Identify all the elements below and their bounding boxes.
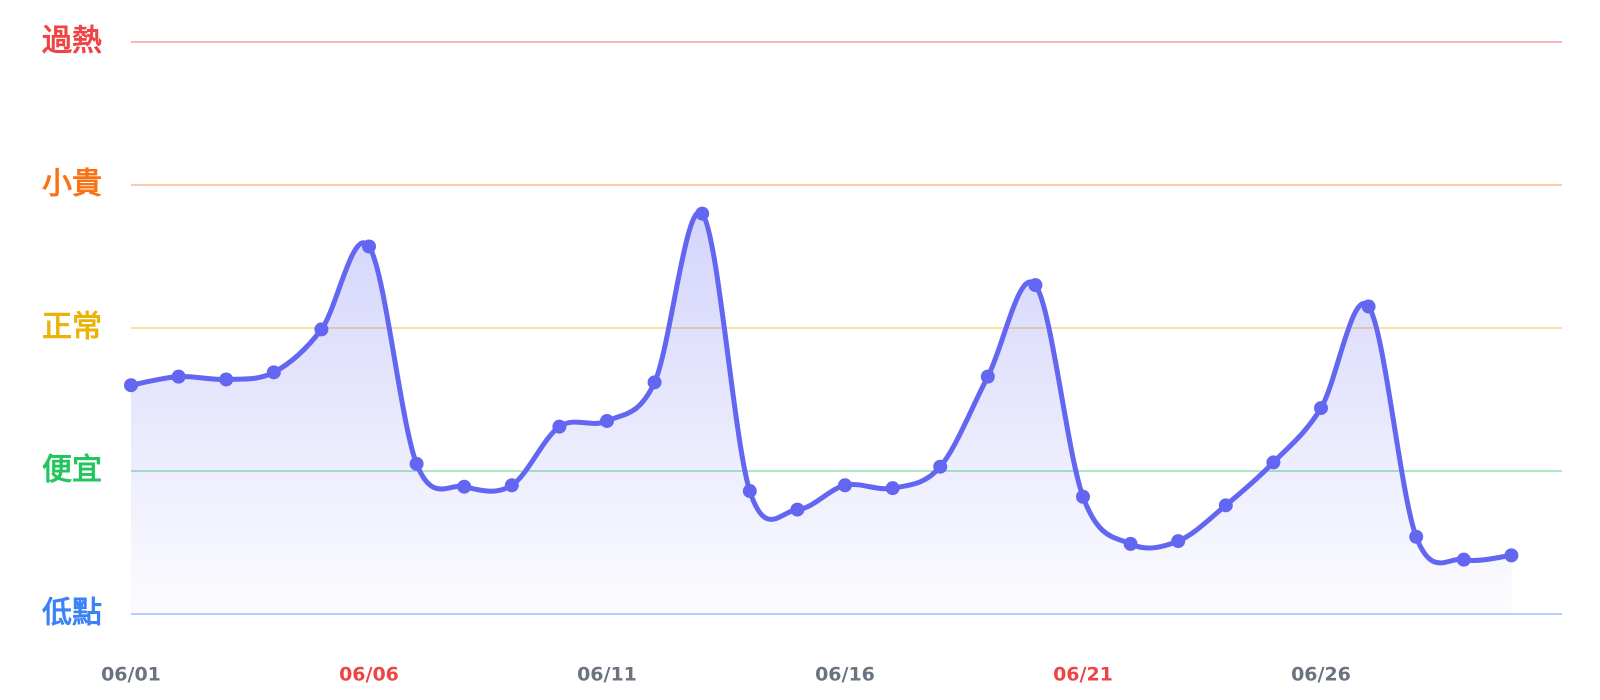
line	[130, 209, 1512, 566]
x-tick-label: 06/16	[815, 664, 875, 686]
point	[219, 372, 234, 387]
point	[504, 478, 519, 493]
point	[171, 369, 186, 384]
point	[124, 378, 138, 393]
point	[980, 369, 995, 384]
point	[266, 365, 281, 380]
point	[1456, 552, 1471, 567]
x-tick-label: 06/01	[101, 664, 161, 686]
point	[790, 502, 805, 517]
y-tick-label: 過熱	[42, 24, 102, 59]
y-tick-label: 小貴	[42, 167, 102, 202]
y-tick-label: 便宜	[42, 453, 102, 488]
point	[552, 419, 567, 434]
point	[742, 484, 757, 499]
point	[362, 239, 376, 254]
point	[600, 413, 614, 428]
point	[314, 322, 329, 337]
point	[457, 479, 472, 494]
point	[838, 478, 852, 493]
y-tick-label: 低點	[41, 596, 102, 631]
area	[131, 212, 1512, 614]
point	[695, 206, 710, 221]
point	[1314, 401, 1328, 416]
point	[933, 459, 948, 474]
point	[1123, 536, 1138, 551]
point	[1361, 299, 1376, 314]
point	[1076, 489, 1090, 504]
point	[1218, 498, 1233, 513]
point	[1409, 529, 1424, 544]
point	[647, 375, 662, 390]
point	[1028, 278, 1043, 293]
x-tick-label: 06/11	[577, 664, 637, 686]
point	[1171, 534, 1186, 549]
x-tick-label: 06/06	[339, 664, 399, 686]
x-tick-label: 06/21	[1053, 664, 1113, 686]
point	[1266, 455, 1281, 470]
x-tick-label: 06/26	[1291, 664, 1351, 686]
point	[409, 456, 424, 471]
point	[1504, 548, 1519, 563]
y-tick-label: 正常	[42, 310, 102, 345]
point	[885, 481, 900, 496]
